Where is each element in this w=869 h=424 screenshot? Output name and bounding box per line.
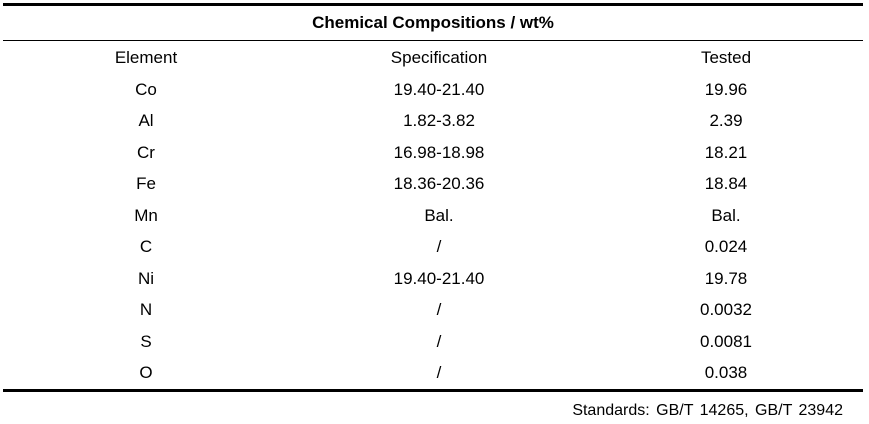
table-row: Cr 16.98-18.98 18.21	[3, 137, 863, 169]
cell-element: Fe	[136, 174, 156, 194]
cell-tested: 19.78	[704, 268, 748, 288]
cell-element: Ni	[137, 268, 155, 288]
cell-element: Al	[138, 111, 154, 131]
cell-tested: 18.21	[704, 142, 748, 162]
title-rule	[3, 40, 863, 41]
table-row: O / 0.038	[3, 358, 863, 390]
cell-tested: 0.038	[704, 363, 748, 383]
table-row: Ni 19.40-21.40 19.78	[3, 263, 863, 295]
cell-element: S	[140, 331, 152, 351]
table-row: Fe 18.36-20.36 18.84	[3, 169, 863, 201]
header-element: Element	[114, 47, 178, 67]
cell-tested: Bal.	[711, 205, 741, 225]
table-row: C / 0.024	[3, 232, 863, 264]
bottom-rule	[3, 389, 863, 392]
cell-element: Co	[135, 79, 157, 99]
cell-tested: 18.84	[704, 174, 748, 194]
header-row: Element Specification Tested	[3, 41, 863, 74]
header-specification: Specification	[390, 47, 488, 67]
top-rule	[3, 3, 863, 6]
cell-specification: 16.98-18.98	[393, 142, 485, 162]
cell-specification: /	[436, 300, 442, 320]
cell-tested: 19.96	[704, 79, 748, 99]
cell-element: O	[139, 363, 153, 383]
cell-specification: /	[436, 363, 442, 383]
composition-table: Element Specification Tested Co 19.40-21…	[3, 41, 863, 389]
composition-table-container: Chemical Compositions / wt% Element Spec…	[3, 3, 863, 392]
cell-specification: 18.36-20.36	[393, 174, 485, 194]
cell-tested: 0.0081	[700, 331, 752, 351]
cell-specification: 19.40-21.40	[393, 268, 485, 288]
table-row: Mn Bal. Bal.	[3, 200, 863, 232]
cell-specification: Bal.	[424, 205, 454, 225]
cell-specification: /	[436, 331, 442, 351]
standards-note: Standards: GB/T 14265, GB/T 23942	[572, 402, 843, 419]
table-row: S / 0.0081	[3, 326, 863, 358]
cell-specification: 19.40-21.40	[393, 79, 485, 99]
table-row: Co 19.40-21.40 19.96	[3, 74, 863, 106]
table-title: Chemical Compositions / wt%	[312, 13, 554, 32]
cell-element: N	[139, 300, 153, 320]
cell-element: Mn	[134, 205, 158, 225]
table-row: N / 0.0032	[3, 295, 863, 327]
cell-tested: 0.024	[704, 237, 748, 257]
cell-element: Cr	[137, 142, 155, 162]
cell-element: C	[139, 237, 153, 257]
table-row: Al 1.82-3.82 2.39	[3, 106, 863, 138]
cell-tested: 2.39	[709, 111, 743, 131]
cell-tested: 0.0032	[700, 300, 752, 320]
cell-specification: 1.82-3.82	[403, 111, 475, 131]
cell-specification: /	[436, 237, 442, 257]
header-tested: Tested	[700, 47, 752, 67]
